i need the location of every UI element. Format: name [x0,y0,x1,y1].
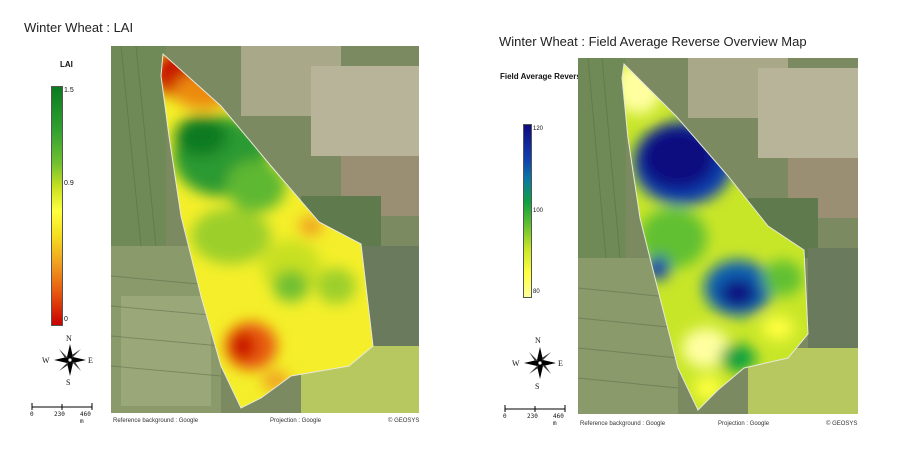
right-legend-tick-mid: 100 [533,208,544,214]
compass-west-label: W [512,359,520,368]
left-footer-reference: Reference background : Google [113,418,199,424]
left-compass: N W E S [42,334,94,390]
left-map-imagery [111,46,419,413]
compass-south-label: S [535,382,540,391]
compass-east-label: E [88,356,93,365]
compass-north-label: N [66,334,72,343]
right-footer-copyright: © GEOSYS [826,421,858,427]
compass-rose-icon [54,344,86,376]
scale-label-0: 0 [503,413,507,420]
right-footer-reference: Reference background : Google [580,421,666,427]
compass-rose-icon [524,347,556,379]
compass-north-label: N [535,336,541,345]
scale-label-0: 0 [30,411,34,418]
right-panel-title: Winter Wheat : Field Average Reverse Ove… [499,34,807,49]
left-legend-tick-min: 0 [64,316,68,323]
scale-label-230: 230 [54,411,65,418]
compass-east-label: E [558,359,563,368]
right-legend-title: Field Average Reverse [500,72,586,81]
right-map-imagery [578,58,858,414]
scale-label-460: 460 m [553,413,564,427]
left-legend-title: LAI [60,60,73,69]
right-compass: N W E S [512,336,564,396]
left-footer-projection: Projection : Google [270,418,322,424]
right-map[interactable] [578,58,858,414]
scale-label-460: 460 m [80,411,91,425]
right-footer-projection: Projection : Google [718,421,770,427]
left-legend-colorbar [51,86,63,326]
left-legend-tick-mid: 0.9 [64,180,74,187]
compass-west-label: W [42,356,50,365]
scale-label-230: 230 [527,413,538,420]
compass-south-label: S [66,378,71,387]
right-legend-tick-min: 80 [533,289,540,295]
left-panel-title: Winter Wheat : LAI [24,20,134,35]
right-scale-bar: 0 230 460 m [503,404,567,427]
left-legend-tick-max: 1.5 [64,87,74,94]
left-map[interactable] [111,46,419,413]
left-scale-bar: 0 230 460 m [30,402,94,425]
left-footer-copyright: © GEOSYS [388,418,420,424]
right-legend-colorbar [523,124,532,298]
right-legend-tick-max: 120 [533,126,544,132]
